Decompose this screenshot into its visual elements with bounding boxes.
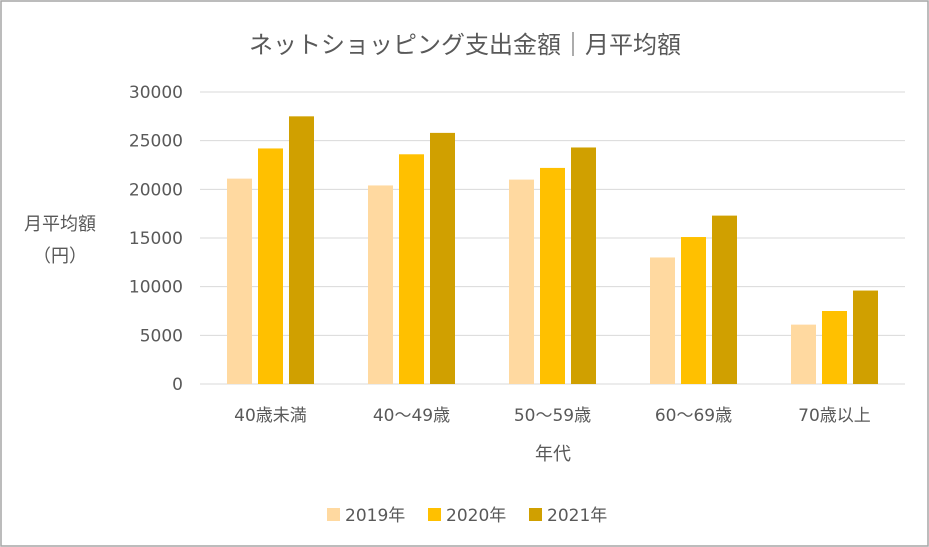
y-tick-label: 15000 <box>129 229 183 249</box>
bar-series-3-cat-3 <box>571 147 596 384</box>
x-tick-label: 70歳以上 <box>798 406 871 426</box>
y-tick-label: 20000 <box>129 180 183 200</box>
legend-swatch <box>327 508 340 521</box>
x-tick-label: 60～69歳 <box>655 406 732 426</box>
legend-item-3: 2021年 <box>529 506 607 526</box>
legend-swatch <box>428 508 441 521</box>
legend: 2019年 2020年 2021年 <box>327 506 607 526</box>
bar-series-3-cat-4 <box>712 215 737 384</box>
bar-series-3-cat-5 <box>853 290 878 384</box>
bar-series-1-cat-4 <box>650 257 675 384</box>
x-axis-title: 年代 <box>535 444 571 465</box>
x-axis-tick-labels: 40歳未満 40～49歳 50～59歳 60～69歳 70歳以上 <box>234 406 871 426</box>
y-tick-label: 30000 <box>129 83 183 103</box>
y-tick-label: 25000 <box>129 132 183 152</box>
bar-series-1-cat-2 <box>368 185 393 384</box>
bar-series-2-cat-5 <box>822 311 847 384</box>
legend-swatch <box>529 508 542 521</box>
y-axis-unit: （円） <box>33 246 87 267</box>
legend-item-1: 2019年 <box>327 506 405 526</box>
legend-item-2: 2020年 <box>428 506 506 526</box>
bar-series-3-cat-2 <box>430 132 455 384</box>
bar-series-2-cat-3 <box>540 167 565 384</box>
y-axis-title: 月平均額 <box>24 214 96 235</box>
y-tick-label: 10000 <box>129 278 183 298</box>
bar-series-3-cat-1 <box>289 116 314 384</box>
chart-title: ネットショッピング支出金額｜月平均額 <box>249 31 681 59</box>
x-tick-label: 50～59歳 <box>514 406 591 426</box>
bar-series-2-cat-2 <box>399 154 424 384</box>
bar-series-1-cat-1 <box>227 178 252 384</box>
y-tick-label: 5000 <box>140 326 183 346</box>
legend-label: 2021年 <box>547 506 607 526</box>
bar-series-1-cat-3 <box>509 179 534 384</box>
bars <box>227 116 878 384</box>
bar-series-2-cat-4 <box>681 237 706 384</box>
y-axis-tick-labels: 0 5000 10000 15000 20000 25000 30000 <box>129 83 183 395</box>
bar-series-1-cat-5 <box>791 324 816 384</box>
x-tick-label: 40～49歳 <box>373 406 450 426</box>
legend-label: 2019年 <box>345 506 405 526</box>
x-tick-label: 40歳未満 <box>234 406 307 426</box>
legend-label: 2020年 <box>446 506 506 526</box>
bar-series-2-cat-1 <box>258 148 283 384</box>
y-tick-label: 0 <box>172 375 183 395</box>
